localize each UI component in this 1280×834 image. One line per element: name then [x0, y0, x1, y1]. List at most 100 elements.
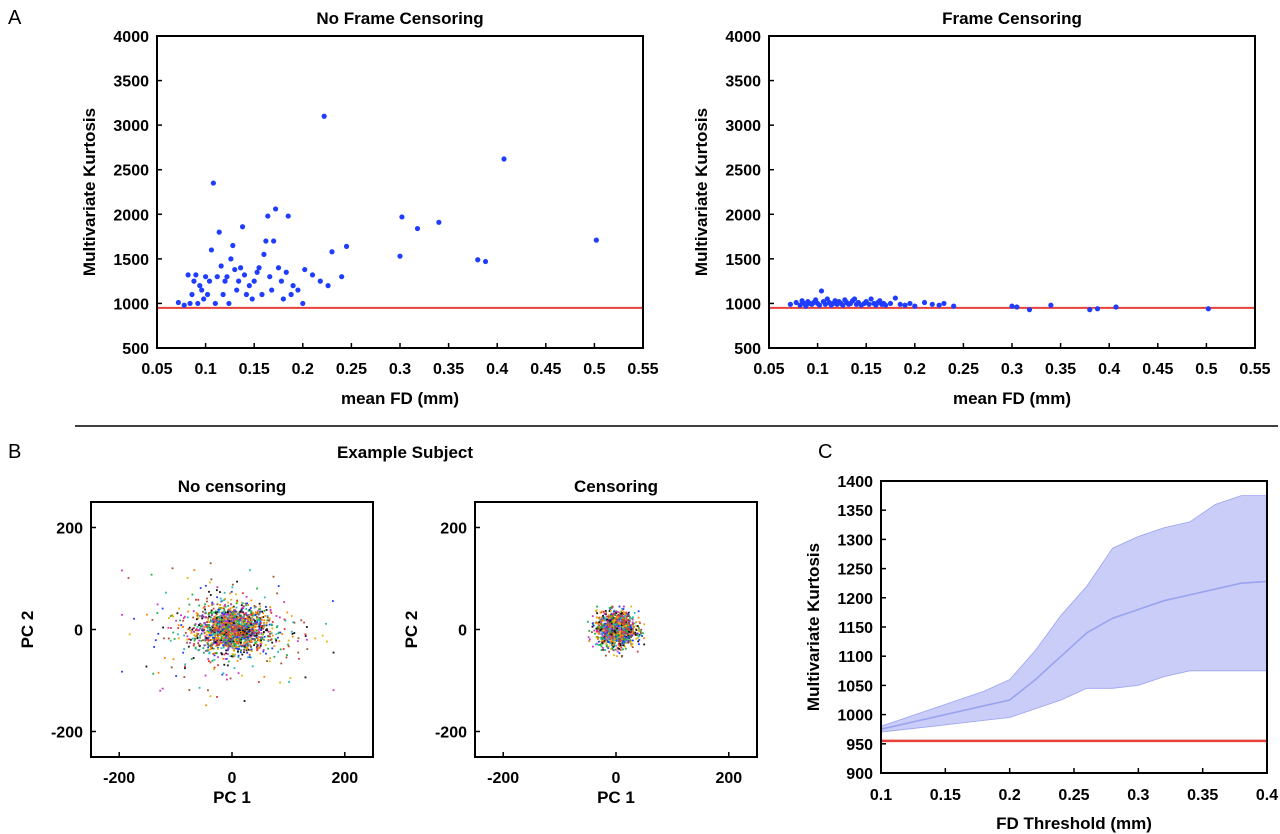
pc-point: [213, 619, 216, 621]
pc-point: [230, 622, 233, 625]
pc-point: [261, 619, 263, 621]
panel-letter-b: B: [8, 441, 21, 463]
x-tick-label: 0: [612, 770, 621, 787]
pc-point: [240, 645, 243, 648]
pc-point: [204, 644, 207, 647]
pc-point: [223, 633, 226, 636]
pc-point: [630, 605, 633, 608]
pc-point: [211, 626, 214, 629]
pc-point: [233, 654, 236, 657]
pc-point: [614, 619, 617, 622]
data-point: [201, 296, 207, 302]
pc-point: [227, 639, 230, 642]
pc-point: [633, 612, 636, 614]
pc-point: [238, 631, 241, 634]
pc-point: [605, 642, 608, 645]
pc-point: [188, 638, 190, 641]
data-point: [1113, 304, 1119, 310]
pc-point: [612, 640, 615, 643]
pc-point: [250, 622, 252, 624]
pc-point: [229, 611, 232, 613]
pc-point: [229, 612, 231, 615]
pc-point: [192, 644, 195, 647]
pc-point: [596, 612, 598, 615]
pc-point: [210, 578, 213, 581]
pc-point: [638, 629, 641, 632]
pc-point: [183, 676, 186, 678]
pc-point: [252, 623, 255, 626]
pc-point: [262, 632, 265, 635]
pc-point: [612, 626, 615, 629]
pc-point: [238, 645, 241, 648]
pc-point: [196, 629, 199, 632]
y-tick-label: -200: [435, 725, 467, 742]
pc-point: [249, 634, 252, 637]
pc-point: [230, 655, 233, 658]
pc-point: [634, 631, 636, 634]
data-point: [1014, 304, 1020, 310]
pc-point: [240, 640, 243, 642]
pc-point: [212, 624, 215, 626]
pc-point: [217, 636, 219, 639]
pc-point: [611, 606, 614, 609]
pc-point: [587, 636, 590, 639]
pc-point: [608, 610, 611, 613]
pc-point: [204, 635, 207, 638]
pc-point: [235, 644, 237, 646]
pc-point: [225, 674, 228, 676]
pc-point: [614, 648, 617, 651]
pc-point: [269, 606, 272, 609]
pc-point: [243, 612, 245, 615]
pc-point: [255, 612, 258, 615]
pc-point: [627, 622, 629, 625]
pc-point: [206, 637, 209, 640]
pc-point: [240, 609, 243, 612]
pc-point: [190, 658, 193, 660]
pc-point: [643, 623, 646, 626]
chart-title: No censoring: [178, 477, 287, 496]
pc-point: [217, 647, 219, 650]
pc-point: [258, 631, 261, 634]
pc-point: [262, 650, 265, 653]
pc-point: [242, 611, 244, 614]
pc-point: [188, 626, 191, 629]
pc-point: [616, 650, 619, 653]
pc-point: [260, 629, 263, 631]
pc-point: [625, 614, 628, 616]
pc-point: [264, 615, 267, 617]
pc-point: [242, 592, 244, 595]
pc-point: [233, 643, 236, 646]
pc-point: [623, 638, 626, 640]
pc-point: [232, 629, 234, 631]
pc-point: [259, 620, 262, 623]
pc-point: [622, 616, 624, 618]
pc-point: [609, 629, 612, 632]
pc-point: [617, 638, 620, 641]
pc-point: [231, 635, 234, 638]
pc-point: [246, 624, 249, 627]
pc-point: [258, 612, 261, 615]
pc-point: [225, 622, 228, 625]
pc-point: [243, 645, 246, 648]
pc-point: [611, 642, 614, 645]
data-point: [951, 303, 957, 309]
data-point: [278, 278, 285, 284]
panel-letter-c: C: [818, 441, 832, 463]
pc-point: [242, 623, 244, 626]
pc-point: [216, 628, 219, 631]
pc-point: [179, 619, 181, 622]
pc-point: [230, 611, 233, 614]
pc-point: [232, 655, 235, 658]
pc-point: [240, 611, 243, 614]
pc-point: [211, 659, 214, 662]
data-point: [275, 265, 282, 271]
pc-point: [605, 624, 608, 627]
pc-point: [255, 611, 257, 614]
pc-point: [212, 636, 215, 639]
pc-point: [598, 640, 601, 643]
pc-point: [231, 639, 234, 641]
pc-point: [198, 629, 201, 632]
data-point: [883, 302, 889, 308]
pc-point: [636, 625, 639, 627]
pc-point: [231, 617, 234, 620]
